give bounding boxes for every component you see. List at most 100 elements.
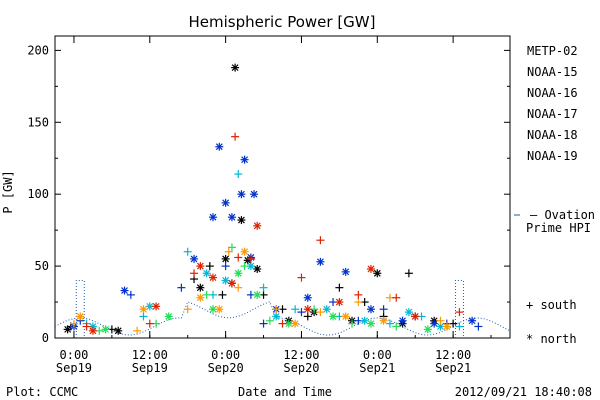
data-point-north xyxy=(240,155,249,164)
y-tick-label: 200 xyxy=(27,43,49,57)
star-d2 xyxy=(209,213,217,221)
star-d2 xyxy=(424,325,432,333)
star-d2 xyxy=(323,305,331,313)
data-point-south xyxy=(246,254,255,263)
data-point-south xyxy=(436,316,445,325)
star-d2 xyxy=(165,313,173,320)
footer-x-axis-title: Date and Time xyxy=(238,385,332,399)
star-d2 xyxy=(203,269,211,277)
star-d2 xyxy=(237,190,245,198)
star-d2 xyxy=(361,317,369,325)
star-d2 xyxy=(215,305,223,313)
data-point-north xyxy=(253,221,262,230)
data-point-north xyxy=(341,312,350,321)
star-d2 xyxy=(443,323,451,330)
star-d2 xyxy=(380,317,388,325)
star-d2 xyxy=(373,269,381,277)
data-point-south xyxy=(205,262,214,271)
star-d2 xyxy=(234,269,242,277)
star-d2 xyxy=(237,216,245,224)
legend-entry: NOAA-19 xyxy=(527,149,578,163)
star-d2 xyxy=(228,279,236,287)
data-point-north xyxy=(88,326,97,335)
star-d2 xyxy=(222,199,230,207)
footer-plot-source: Plot: CCMC xyxy=(6,385,78,399)
y-ticks: 0 50 100 150 200 xyxy=(27,43,510,345)
star-d2 xyxy=(215,143,223,151)
data-point-south xyxy=(240,262,249,271)
y-tick-label: 50 xyxy=(35,259,49,273)
y-axis-label: P [GW] xyxy=(1,170,15,213)
data-point-north xyxy=(303,293,312,302)
y-tick-label: 0 xyxy=(42,331,49,345)
data-point-south xyxy=(234,283,243,292)
data-point-south xyxy=(259,283,268,292)
data-point-north xyxy=(221,276,230,285)
data-point-north xyxy=(335,298,344,307)
legend-entry: NOAA-18 xyxy=(527,128,578,142)
data-point-south xyxy=(392,293,401,302)
star-d2 xyxy=(399,317,406,325)
data-point-north xyxy=(366,264,375,273)
data-point-north xyxy=(398,316,407,325)
data-point-north xyxy=(227,279,236,288)
data-point-south xyxy=(385,319,394,328)
data-points-layer xyxy=(63,63,483,335)
data-point-north xyxy=(291,319,300,328)
legend-entry: NOAA-15 xyxy=(527,65,578,79)
data-point-south xyxy=(455,322,464,331)
data-point-south xyxy=(272,305,281,314)
data-point-north xyxy=(215,142,224,151)
data-point-south xyxy=(221,262,230,271)
ovation-hpi-layer xyxy=(54,279,511,338)
star-d2 xyxy=(102,325,109,333)
data-point-south xyxy=(183,247,192,256)
data-point-north xyxy=(215,305,224,314)
legend-entry: METP-02 xyxy=(527,44,578,58)
data-point-north xyxy=(253,290,262,299)
data-point-south xyxy=(348,319,357,328)
data-point-north xyxy=(164,312,173,321)
marker-legend-north: * north xyxy=(526,332,577,346)
star-d2 xyxy=(342,268,350,276)
star-d2 xyxy=(89,327,97,335)
data-point-south xyxy=(234,170,243,179)
star-d2 xyxy=(411,313,419,320)
ovation-hpi-spike xyxy=(75,279,85,338)
star-d2 xyxy=(222,277,230,284)
data-point-north xyxy=(366,319,375,328)
star-d2 xyxy=(228,213,236,221)
data-point-north xyxy=(237,190,246,199)
plot-frame xyxy=(54,35,511,339)
star-d2 xyxy=(437,323,444,330)
star-d2 xyxy=(241,156,249,164)
data-point-north xyxy=(468,316,477,325)
star-d2 xyxy=(253,265,261,273)
data-point-south xyxy=(183,305,192,314)
star-d2 xyxy=(146,302,154,310)
y-tick-label: 150 xyxy=(27,115,49,129)
data-point-south xyxy=(278,319,287,328)
star-d2 xyxy=(250,190,258,198)
data-point-north xyxy=(341,267,350,276)
star-d2 xyxy=(335,298,343,306)
data-point-north xyxy=(442,322,451,331)
footer-timestamp: 2012/09/21 18:40:08 xyxy=(455,385,592,399)
data-point-north xyxy=(76,312,85,321)
x-tick-label-date: Sep21 xyxy=(359,361,395,375)
data-point-north xyxy=(246,262,255,271)
data-point-south xyxy=(392,322,401,331)
data-point-north xyxy=(114,326,123,335)
star-d2 xyxy=(405,308,413,316)
ovation-legend-line1: – Ovation xyxy=(530,208,595,222)
data-point-north xyxy=(221,254,230,263)
data-point-north xyxy=(208,213,217,222)
ovation-hpi-trace xyxy=(54,301,511,336)
star-d2 xyxy=(209,274,217,282)
data-point-south xyxy=(316,236,325,245)
data-point-north xyxy=(303,305,312,314)
star-d2 xyxy=(272,313,280,320)
x-tick-label-time: 0:00 xyxy=(363,348,392,362)
y-tick-label: 100 xyxy=(27,187,49,201)
ovation-legend: – Ovation Prime HPI xyxy=(514,208,595,235)
